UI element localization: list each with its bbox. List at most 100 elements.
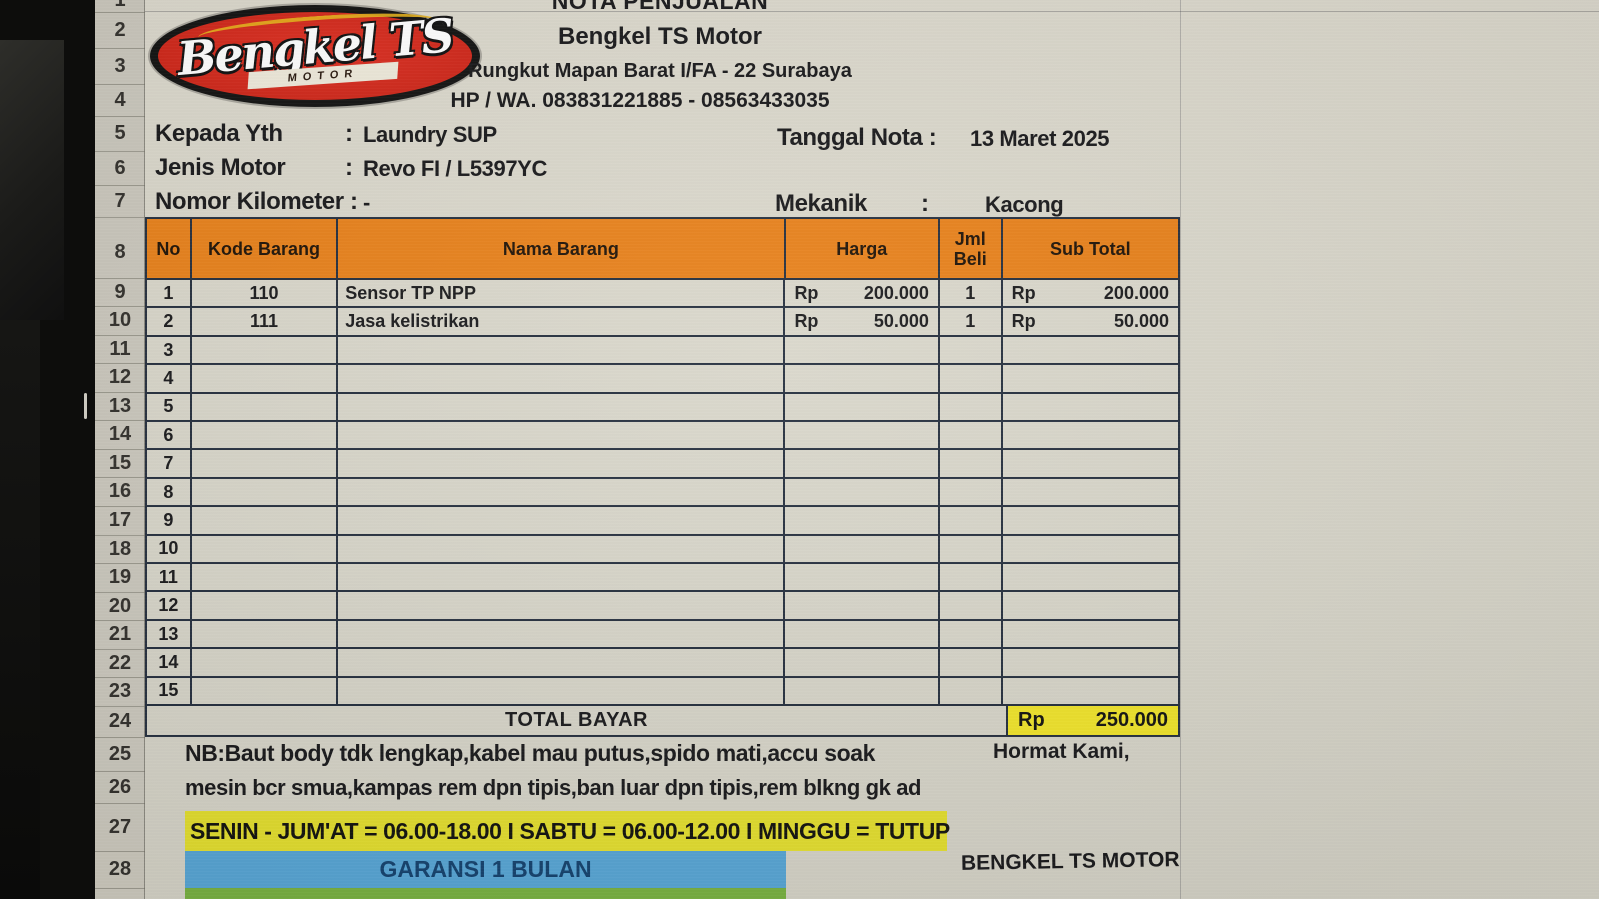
- cell-no[interactable]: 15: [147, 677, 192, 705]
- row-header-22[interactable]: 22: [108, 652, 132, 674]
- cell-jml-beli[interactable]: 1: [940, 308, 1003, 335]
- kilometer-value[interactable]: -: [363, 190, 370, 215]
- cell-no[interactable]: 8: [147, 478, 192, 506]
- cell-harga[interactable]: [785, 677, 940, 705]
- tanggal-value[interactable]: 13 Maret 2025: [970, 126, 1110, 151]
- cell-no[interactable]: 10: [147, 535, 192, 563]
- cell-jml-beli[interactable]: [940, 450, 1003, 477]
- cell-harga[interactable]: [785, 478, 940, 506]
- cell-kode-barang[interactable]: [192, 535, 339, 563]
- cell-sub-total[interactable]: Rp 50.000: [1003, 308, 1178, 334]
- cell-sub-total[interactable]: [1003, 536, 1178, 562]
- cell-nama-barang[interactable]: [338, 507, 786, 534]
- jenis-motor-value[interactable]: Revo FI / L5397YC: [363, 156, 547, 181]
- row-header-7[interactable]: 7: [114, 190, 126, 212]
- row-header-18[interactable]: 18: [108, 538, 132, 560]
- cell-kode-barang[interactable]: [192, 592, 339, 619]
- cell-nama-barang[interactable]: [338, 422, 786, 449]
- row-header-4[interactable]: 4: [114, 89, 126, 111]
- cell-no[interactable]: 7: [147, 450, 192, 477]
- cell-harga[interactable]: [785, 592, 940, 619]
- cell-no[interactable]: 11: [147, 564, 192, 591]
- cell-jml-beli[interactable]: [940, 677, 1003, 705]
- cell-nama-barang[interactable]: [338, 620, 786, 648]
- cell-kode-barang[interactable]: [192, 620, 339, 648]
- cell-harga[interactable]: [785, 564, 940, 591]
- cell-jml-beli[interactable]: [940, 620, 1003, 648]
- cell-harga[interactable]: [785, 365, 940, 392]
- cell-sub-total[interactable]: [1003, 450, 1178, 476]
- cell-jml-beli[interactable]: [940, 592, 1003, 619]
- cell-kode-barang[interactable]: [192, 507, 339, 534]
- cell-no[interactable]: 4: [147, 365, 192, 392]
- cell-nama-barang[interactable]: [338, 478, 786, 506]
- cell-no[interactable]: 3: [147, 336, 192, 364]
- cell-sub-total[interactable]: [1003, 564, 1178, 590]
- row-header-15[interactable]: 15: [108, 452, 132, 474]
- row-header-27[interactable]: 27: [108, 816, 132, 838]
- cell-kode-barang[interactable]: [192, 677, 339, 705]
- cell-no[interactable]: 1: [147, 280, 192, 307]
- cell-kode-barang[interactable]: [192, 365, 339, 392]
- row-header-28[interactable]: 28: [108, 858, 132, 880]
- cell-no[interactable]: 5: [147, 393, 192, 421]
- cell-kode-barang[interactable]: [192, 478, 339, 506]
- cell-harga[interactable]: [785, 450, 940, 477]
- row-header-1[interactable]: 1: [114, 0, 126, 11]
- row-header-11[interactable]: 11: [109, 338, 131, 360]
- row-header-10[interactable]: 10: [108, 309, 132, 331]
- row-header-25[interactable]: 25: [108, 743, 132, 765]
- cell-harga[interactable]: [785, 336, 940, 364]
- cell-kode-barang[interactable]: [192, 393, 339, 421]
- cell-jml-beli[interactable]: [940, 336, 1003, 364]
- cell-nama-barang[interactable]: [338, 564, 786, 591]
- cell-sub-total[interactable]: [1003, 365, 1178, 391]
- row-header-24[interactable]: 24: [108, 710, 132, 732]
- cell-harga[interactable]: Rp 200.000: [785, 280, 940, 307]
- cell-nama-barang[interactable]: [338, 450, 786, 477]
- cell-jml-beli[interactable]: [940, 535, 1003, 563]
- kepada-value[interactable]: Laundry SUP: [363, 122, 497, 147]
- cell-kode-barang[interactable]: [192, 336, 339, 364]
- row-header-16[interactable]: 16: [108, 480, 132, 502]
- cell-no[interactable]: 13: [147, 620, 192, 648]
- row-header-23[interactable]: 23: [108, 680, 132, 702]
- row-header-8[interactable]: 8: [114, 241, 126, 263]
- cell-no[interactable]: 9: [147, 507, 192, 534]
- row-header-9[interactable]: 9: [114, 281, 126, 303]
- row-header-6[interactable]: 6: [114, 157, 126, 179]
- cell-jml-beli[interactable]: [940, 649, 1003, 676]
- cell-nama-barang[interactable]: [338, 649, 786, 676]
- cell-nama-barang[interactable]: [338, 592, 786, 619]
- cell-harga[interactable]: Rp 50.000: [785, 308, 940, 335]
- cell-sub-total[interactable]: Rp 200.000: [1003, 280, 1178, 306]
- cell-sub-total[interactable]: [1003, 649, 1178, 675]
- cell-jml-beli[interactable]: 1: [940, 280, 1003, 307]
- cell-jml-beli[interactable]: [940, 478, 1003, 506]
- cell-sub-total[interactable]: [1003, 678, 1178, 704]
- cell-nama-barang[interactable]: [338, 365, 786, 392]
- row-header-5[interactable]: 5: [114, 122, 126, 144]
- cell-kode-barang[interactable]: [192, 649, 339, 676]
- cell-nama-barang[interactable]: [338, 336, 786, 364]
- row-header-2[interactable]: 2: [114, 19, 126, 41]
- cell-sub-total[interactable]: [1003, 337, 1178, 363]
- cell-jml-beli[interactable]: [940, 564, 1003, 591]
- cell-jml-beli[interactable]: [940, 365, 1003, 392]
- cell-harga[interactable]: [785, 507, 940, 534]
- row-header-20[interactable]: 20: [108, 595, 132, 617]
- row-header-19[interactable]: 19: [108, 566, 132, 588]
- cell-kode-barang[interactable]: 110: [192, 280, 339, 307]
- cell-harga[interactable]: [785, 649, 940, 676]
- row-header-21[interactable]: 21: [108, 623, 132, 645]
- cell-sub-total[interactable]: [1003, 422, 1178, 448]
- cell-sub-total[interactable]: [1003, 479, 1178, 505]
- row-header-12[interactable]: 12: [108, 366, 132, 388]
- cell-nama-barang[interactable]: Sensor TP NPP: [338, 280, 786, 307]
- row-header-26[interactable]: 26: [108, 776, 132, 798]
- row-header-3[interactable]: 3: [114, 55, 126, 77]
- cell-sub-total[interactable]: [1003, 592, 1178, 618]
- cell-no[interactable]: 14: [147, 649, 192, 676]
- row-header-13[interactable]: 13: [108, 395, 132, 417]
- cell-no[interactable]: 2: [147, 308, 192, 335]
